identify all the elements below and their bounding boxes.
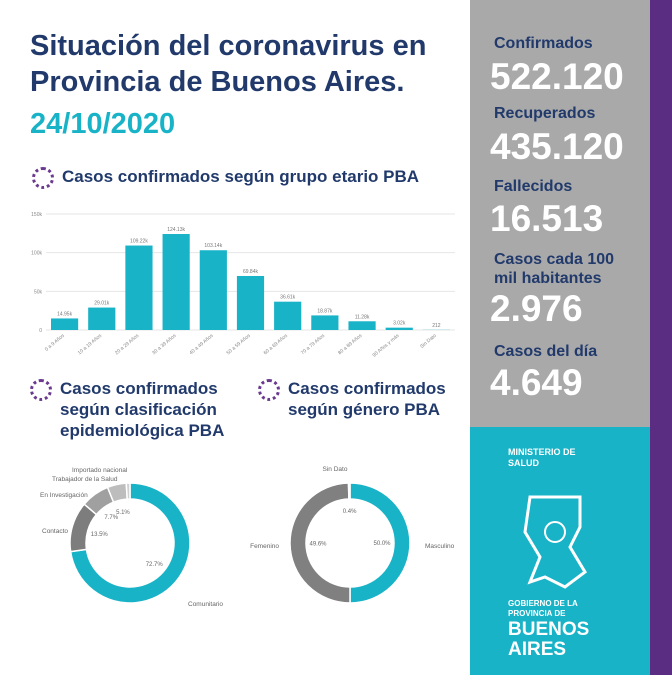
virus-icon [258,379,280,401]
gov-label: GOBIERNO DE LA PROVINCIA DE [508,599,578,619]
slice-category-label: Trabajador de la Salud [52,476,118,483]
gender-title-text: Casos confirmados según género PBA [288,379,446,419]
report-date: 24/10/2020 [30,108,176,140]
stat-value: 522.120 [490,56,624,97]
gov-line: PROVINCIA DE [508,609,566,618]
gender-section-title: Casos confirmados según género PBA [258,378,458,420]
stat-label: Fallecidos [494,178,573,195]
x-tick-label: 90 Años y más [372,333,401,359]
slice-percent-label: 13.5% [91,532,109,538]
bar [51,318,79,330]
stat-value: 4.649 [490,362,583,403]
bar [236,275,265,330]
stat-label: Recuperados [494,105,596,122]
title-line-1: Situación del coronavirus en [30,30,427,62]
age-title-text: Casos confirmados según grupo etario PBA [62,167,420,186]
virus-icon [30,379,52,401]
bar [162,234,190,330]
bar [348,321,376,330]
x-tick-label: 0 a 9 Años [44,333,66,353]
slice-category-label: Contacto [42,528,68,535]
bar [199,250,227,330]
purple-strip [650,0,672,675]
stat-label: Confirmados [494,35,593,52]
epi-section-title: Casos confirmados según clasificación ep… [30,378,230,441]
ministry-footer: MINISTERIO DE SALUD GOBIERNO DE LA PROVIN… [470,427,650,675]
ministry-label: MINISTERIO DE SALUD [508,447,576,468]
buenos-aires-label: BUENOS AIRES [508,620,589,660]
slice-percent-label: 0.4% [343,509,357,515]
bar-value-label: 109.22k [130,239,148,245]
gender-donut-chart: 50.0% Masculino 49.6% Femenino 0.4% Sin Dato [250,466,455,604]
bar-value-label: 29.01k [94,301,110,307]
stat-value: 435.120 [490,126,624,167]
x-tick-label: 80 a 89 Años [337,333,364,357]
donut-slice [69,482,191,604]
bar-value-label: 212 [432,323,441,329]
age-section-title: Casos confirmados según grupo etario PBA [32,166,419,189]
y-tick-label: 50k [34,289,43,295]
title-line-2: Provincia de Buenos Aires. [30,66,405,98]
gov-line: GOBIERNO DE LA [508,599,578,608]
slice-percent-label: 50.0% [373,541,391,547]
bar [385,327,413,330]
bar [125,245,153,330]
slice-category-label: Comunitario [188,601,223,608]
age-bar-chart: 0 50k 100k 150k 14.95k 0 a 9 Años 29.01k 10 a 1… [31,212,455,359]
bar-value-label: 3.02k [393,321,406,327]
stat-label: Casos del día [494,343,598,360]
y-tick-label: 0 [39,328,42,334]
virus-icon [32,167,54,189]
slice-percent-label: 7.7% [104,515,118,521]
gov-line: BUENOS [508,619,590,640]
bar [88,307,116,330]
slice-percent-label: 49.6% [309,541,327,547]
bar-value-label: 69.84k [243,269,259,275]
x-tick-label: 70 a 79 Años [300,333,327,357]
stat-value: 16.513 [490,198,604,239]
bar-value-label: 11.28k [355,314,370,320]
stat-label: Casos cada 100 mil habitantes [494,251,615,287]
x-tick-label: 30 a 39 Años [151,333,178,357]
donut-slice [347,482,351,500]
y-tick-label: 100k [31,251,42,257]
slice-percent-label: 72.7% [146,562,164,568]
y-tick-label: 150k [31,212,42,218]
bar-value-label: 14.95k [57,311,73,317]
x-tick-label: Sin Dato [419,333,438,350]
province-logo-icon [523,495,587,589]
x-tick-label: 50 a 59 Años [226,333,253,357]
x-tick-label: 20 a 29 Años [114,333,141,357]
slice-category-label: Sin Dato [323,466,348,473]
slice-category-label: En Investigación [40,492,88,499]
epi-title-text: Casos confirmados según clasificación ep… [60,379,225,440]
page-title: Situación del coronavirus en Provincia de… [30,28,426,100]
bar-value-label: 18.87k [317,308,333,314]
slice-category-label: Masculino [425,543,455,550]
bar [311,315,339,330]
bar-value-label: 36.61k [280,295,296,301]
stat-value: 2.976 [490,288,583,329]
slice-percent-label: 5.1% [116,510,130,516]
bar-value-label: 124.13k [167,227,185,233]
epi-donut-chart: 72.7% Comunitario 13.5% Contacto 7.7% En Inve… [40,467,223,608]
x-tick-label: 60 a 69 Años [263,333,290,357]
bar-value-label: 103.14k [204,243,222,249]
slice-category-label: Importado nacional [72,467,128,474]
bar [274,301,302,330]
x-tick-label: 40 a 49 Años [188,333,215,357]
x-tick-label: 10 a 19 Años [77,333,104,357]
donut-slice [125,482,131,500]
slice-category-label: Femenino [250,543,279,550]
gov-line: AIRES [508,639,567,660]
